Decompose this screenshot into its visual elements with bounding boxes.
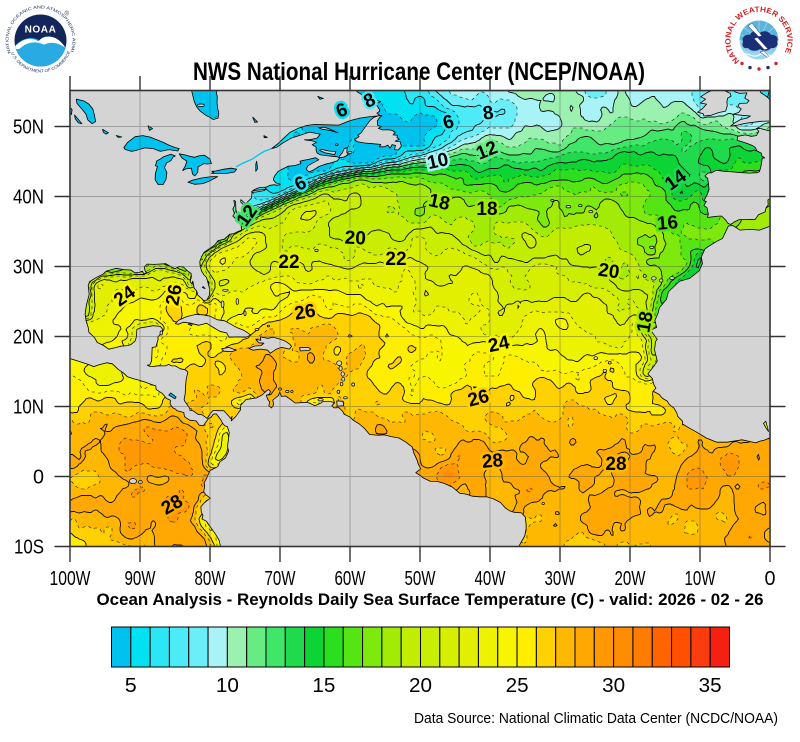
svg-text:Data Source: National Climatic: Data Source: National Climatic Data Cent…: [414, 711, 778, 727]
svg-text:22: 22: [278, 252, 299, 273]
svg-text:20W: 20W: [615, 568, 646, 590]
svg-text:40W: 40W: [475, 568, 506, 590]
svg-text:30N: 30N: [13, 257, 44, 279]
svg-text:18: 18: [476, 199, 497, 220]
svg-text:28: 28: [605, 454, 626, 475]
svg-text:30: 30: [602, 675, 625, 697]
svg-text:0: 0: [765, 568, 776, 590]
svg-text:40N: 40N: [13, 187, 44, 209]
svg-text:NWS National Hurricane Center: NWS National Hurricane Center (NCEP/NOAA…: [193, 58, 645, 86]
svg-text:Ocean Analysis - Reynolds Dail: Ocean Analysis - Reynolds Daily Sea Surf…: [97, 590, 764, 609]
svg-text:16: 16: [656, 212, 679, 235]
svg-text:®: ®: [65, 11, 70, 18]
svg-text:25: 25: [506, 675, 529, 697]
svg-text:15: 15: [312, 675, 335, 697]
svg-text:26: 26: [162, 283, 186, 307]
svg-text:10N: 10N: [13, 397, 44, 419]
svg-text:28: 28: [481, 450, 504, 473]
svg-text:10: 10: [425, 149, 450, 174]
svg-text:5: 5: [125, 675, 137, 697]
svg-text:80W: 80W: [195, 568, 226, 590]
svg-text:20: 20: [597, 260, 621, 284]
svg-text:20: 20: [409, 675, 432, 697]
svg-text:10S: 10S: [14, 537, 44, 559]
svg-text:60W: 60W: [335, 568, 366, 590]
svg-text:18: 18: [633, 310, 657, 334]
svg-text:0: 0: [33, 467, 44, 489]
svg-text:22: 22: [385, 249, 406, 270]
svg-text:35: 35: [699, 675, 722, 697]
svg-text:10: 10: [216, 675, 239, 697]
svg-text:30W: 30W: [545, 568, 576, 590]
svg-text:10W: 10W: [685, 568, 716, 590]
svg-text:100W: 100W: [50, 568, 91, 590]
svg-text:90W: 90W: [125, 568, 156, 590]
svg-text:NOAA: NOAA: [25, 25, 57, 36]
svg-text:20N: 20N: [13, 327, 44, 349]
svg-text:70W: 70W: [265, 568, 296, 590]
svg-text:18: 18: [427, 190, 452, 215]
svg-text:50W: 50W: [405, 568, 436, 590]
svg-text:20: 20: [344, 227, 366, 249]
svg-text:26: 26: [293, 300, 317, 324]
svg-text:50N: 50N: [13, 117, 44, 139]
